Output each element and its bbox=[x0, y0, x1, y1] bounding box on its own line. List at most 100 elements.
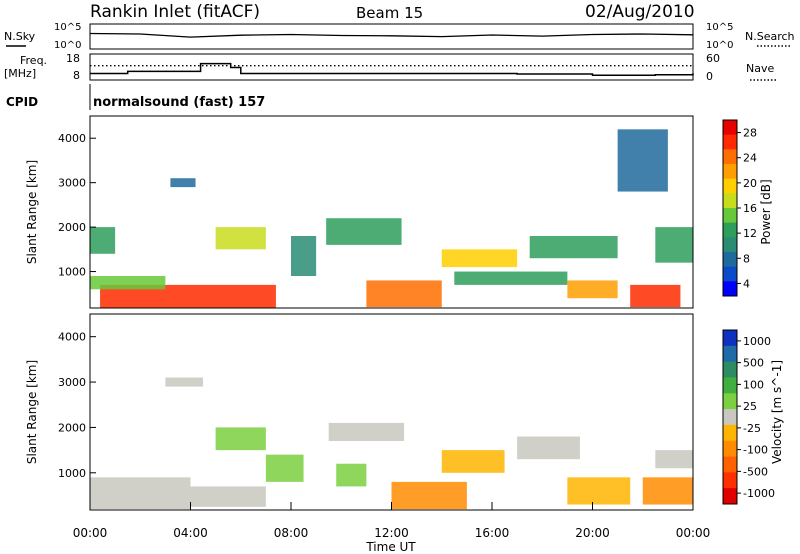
velocity-colorbar-tick-label: -25 bbox=[743, 422, 761, 435]
power-frame bbox=[89, 115, 694, 309]
x-tick-label: 08:00 bbox=[274, 526, 309, 540]
nave-ytick-60: 60 bbox=[706, 52, 720, 65]
velocity-colorbar-segment bbox=[723, 361, 737, 378]
freq-ytick-18: 18 bbox=[66, 52, 80, 65]
velocity-colorbar-tick-label: -1000 bbox=[743, 487, 775, 500]
velocity-region bbox=[215, 427, 266, 451]
power-heatmap bbox=[90, 129, 693, 308]
velocity-heatmap bbox=[90, 377, 693, 510]
power-colorbar-segment bbox=[723, 222, 737, 238]
x-axis: 00:00 04:00 08:00 12:00 16:00 20:00 00:00 bbox=[73, 502, 711, 540]
power-colorbar-tick-label: 8 bbox=[743, 252, 750, 265]
x-tick-label: 12:00 bbox=[374, 526, 409, 540]
velocity-region bbox=[190, 486, 266, 507]
power-colorbar-tick-label: 16 bbox=[743, 202, 757, 215]
power-colorbar-segment bbox=[723, 281, 737, 297]
power-colorbar-segment bbox=[723, 193, 737, 209]
velocity-region bbox=[567, 477, 631, 505]
nsky-panel: N.Sky 10^5 10^0 10^5 10^0 N.Search bbox=[4, 22, 795, 51]
velocity-region bbox=[517, 436, 580, 460]
velocity-colorbar-tick-label: -500 bbox=[743, 465, 768, 478]
velocity-ylabel: Slant Range [km] bbox=[25, 360, 39, 464]
velocity-ytick-label: 1000 bbox=[58, 467, 86, 480]
power-region bbox=[567, 280, 618, 299]
cpid-row: CPID normalsound (fast) 157 bbox=[6, 84, 265, 110]
nsky-series-line bbox=[89, 32, 694, 38]
velocity-region bbox=[336, 463, 367, 487]
velocity-colorbar-frame bbox=[722, 329, 738, 505]
power-colorbar-segment bbox=[723, 164, 737, 180]
power-colorbar-label: Power [dB] bbox=[759, 179, 773, 244]
power-region bbox=[90, 276, 166, 290]
power-colorbar-tick-label: 24 bbox=[743, 152, 757, 165]
power-region bbox=[170, 178, 196, 188]
freq-ytick-8: 8 bbox=[73, 69, 80, 82]
velocity-colorbar-tick-label: 100 bbox=[743, 378, 764, 391]
velocity-colorbar-tick-label: 1000 bbox=[743, 335, 771, 348]
cpid-label: CPID bbox=[6, 95, 38, 109]
velocity-ytick-label: 3000 bbox=[58, 376, 86, 389]
velocity-colorbar-label: Velocity [m s^-1] bbox=[770, 360, 784, 464]
freq-unit-label: [MHz] bbox=[4, 67, 36, 80]
nave-ytick-0: 0 bbox=[706, 70, 713, 83]
power-colorbar-segment bbox=[723, 266, 737, 282]
power-colorbar-tick-label: 4 bbox=[743, 277, 750, 290]
date-label: 02/Aug/2010 bbox=[585, 2, 695, 22]
power-ytick-label: 4000 bbox=[58, 132, 86, 145]
x-tick-label: 20:00 bbox=[575, 526, 610, 540]
velocity-colorbar: 1000 500 100 25 -25 -100 -500 -1000 bbox=[722, 329, 775, 505]
velocity-region bbox=[391, 481, 467, 510]
velocity-region bbox=[441, 450, 505, 473]
nsky-ytick-bottom: 10^0 bbox=[54, 40, 81, 51]
freq-series-line bbox=[90, 62, 694, 77]
velocity-region bbox=[90, 477, 191, 510]
cpid-value: normalsound (fast) 157 bbox=[93, 95, 265, 110]
power-ytick-label: 3000 bbox=[58, 177, 86, 190]
velocity-ytick-label: 2000 bbox=[58, 421, 86, 434]
x-axis-title: Time UT bbox=[365, 540, 416, 554]
x-tick-label: 00:00 bbox=[73, 526, 108, 540]
power-panel: 4000 3000 2000 1000 Slant Range [km] 28 24 20… bbox=[25, 115, 773, 309]
power-colorbar-segment bbox=[723, 208, 737, 224]
velocity-colorbar-segment bbox=[723, 440, 737, 458]
power-region bbox=[291, 236, 317, 276]
beam-label: Beam 15 bbox=[356, 4, 423, 22]
power-colorbar-segment bbox=[723, 149, 737, 165]
freq-label: Freq. bbox=[20, 54, 47, 67]
velocity-colorbar-tick-label: 500 bbox=[743, 357, 764, 370]
velocity-colorbar-segment bbox=[723, 330, 737, 347]
velocity-ytick-label: 4000 bbox=[58, 331, 86, 344]
power-region bbox=[441, 249, 518, 268]
power-region bbox=[326, 218, 402, 245]
nsky-frame bbox=[89, 23, 694, 50]
power-ytick-label: 2000 bbox=[58, 221, 86, 234]
power-region bbox=[454, 271, 568, 285]
power-colorbar-tick-label: 20 bbox=[743, 177, 757, 190]
velocity-region bbox=[642, 477, 693, 505]
power-region bbox=[630, 284, 681, 308]
velocity-colorbar-tick-label: -100 bbox=[743, 444, 768, 457]
power-region bbox=[100, 284, 276, 308]
velocity-colorbar-segment bbox=[723, 393, 737, 410]
velocity-colorbar-segment bbox=[723, 488, 737, 505]
power-colorbar-tick-label: 28 bbox=[743, 127, 757, 140]
power-region bbox=[655, 227, 693, 263]
freq-frame bbox=[89, 53, 694, 81]
power-region bbox=[215, 227, 266, 250]
x-tick-label: 00:00 bbox=[676, 526, 711, 540]
power-colorbar-segment bbox=[723, 134, 737, 150]
velocity-panel: 4000 3000 2000 1000 Slant Range [km] 1000 50… bbox=[25, 313, 784, 511]
velocity-region bbox=[655, 450, 693, 469]
freq-panel: Freq. [MHz] 18 8 60 0 Nave bbox=[4, 52, 776, 83]
power-colorbar-tick-label: 12 bbox=[743, 227, 757, 240]
x-tick-label: 16:00 bbox=[475, 526, 510, 540]
power-colorbar-segment bbox=[723, 237, 737, 253]
power-colorbar-segment bbox=[723, 120, 737, 136]
power-ytick-label: 1000 bbox=[58, 266, 86, 279]
velocity-colorbar-segment bbox=[723, 456, 737, 473]
power-region bbox=[90, 227, 116, 254]
velocity-region bbox=[328, 422, 405, 442]
power-colorbar-segment bbox=[723, 178, 737, 194]
nsky-label: N.Sky bbox=[4, 30, 36, 43]
